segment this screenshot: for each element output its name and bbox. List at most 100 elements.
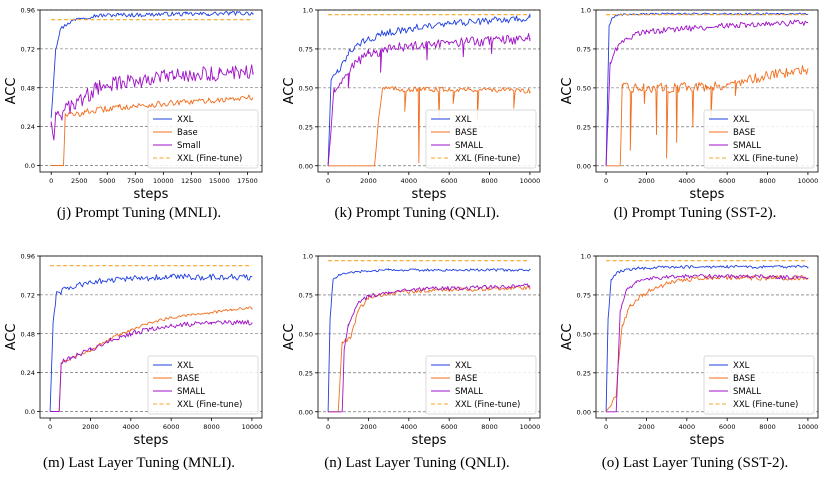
y-tick-label: 1.0 [303, 253, 313, 261]
y-tick-label: 0.50 [577, 330, 591, 338]
x-axis-label: steps [690, 187, 725, 202]
y-axis-label: ACC [4, 324, 19, 351]
x-tick-label: 6000 [441, 423, 458, 431]
legend-box [425, 355, 537, 415]
series-xxl-line [605, 264, 809, 412]
legend-label-finetune: XXL (Fine-tune) [177, 154, 242, 164]
y-axis-label: ACC [4, 78, 19, 105]
y-tick-label: 0.75 [577, 291, 591, 299]
y-tick-label: 0.00 [299, 408, 313, 416]
chart-svg-o: 0.00 0.25 0.50 0.75 1.0 0 2000 4000 6000 8000 1000… [560, 253, 819, 448]
y-tick-label: 1.0 [303, 7, 313, 15]
x-tick-label: 2000 [360, 177, 377, 185]
y-tick-label: 1.0 [581, 7, 591, 15]
x-tick-label: 0 [326, 177, 330, 185]
x-tick-label: 10000 [520, 177, 541, 185]
x-tick-label: 10000 [242, 423, 263, 431]
y-tick-label: 0.96 [21, 253, 35, 261]
y-tick-label: 0.24 [21, 123, 35, 131]
x-tick-label: 6000 [719, 423, 736, 431]
legend: XXL Base Small XXL (Fine-tune) [147, 109, 259, 169]
x-tick-label: 8000 [481, 423, 498, 431]
x-tick-label: 10000 [520, 423, 541, 431]
legend-label-finetune: XXL (Fine-tune) [733, 154, 798, 164]
legend: XXL BASE SMALL XXL (Fine-tune) [703, 109, 815, 169]
x-tick-label: 0 [49, 177, 53, 185]
plot-frame [317, 255, 541, 419]
series-xxl-line [327, 13, 531, 166]
x-tick-label: 4000 [401, 423, 418, 431]
caption-j: (j) Prompt Tuning (MNLI). [56, 205, 222, 221]
series-base-line [606, 65, 809, 167]
legend-label-finetune: XXL (Fine-tune) [455, 154, 520, 164]
series-base-line [51, 94, 254, 166]
legend-label-base: BASE [455, 374, 477, 384]
y-tick-label: 0.50 [299, 330, 313, 338]
series-small-line [327, 33, 531, 166]
x-tick-label: 10000 [798, 177, 819, 185]
legend-label-base: BASE [733, 128, 755, 138]
x-tick-label: 2000 [638, 177, 655, 185]
plot-frame [39, 255, 263, 419]
x-tick-label: 8000 [203, 423, 220, 431]
y-tick-label: 1.0 [581, 253, 591, 261]
x-tick-label: 2000 [638, 423, 655, 431]
y-axis-label: ACC [282, 324, 297, 351]
plot-frame [595, 9, 819, 173]
x-tick-label: 4000 [401, 177, 418, 185]
x-tick-label: 7500 [127, 177, 144, 185]
caption-o: (o) Last Layer Tuning (SST-2). [601, 455, 789, 471]
legend-label-finetune: XXL (Fine-tune) [455, 400, 520, 410]
series-small-line [605, 19, 809, 166]
legend-label-base: BASE [177, 374, 199, 384]
panel-o: 0.00 0.25 0.50 0.75 1.0 0 2000 4000 6000 8000 1000… [556, 246, 828, 451]
y-tick-label: 0.25 [577, 369, 591, 377]
legend-box [703, 109, 815, 169]
y-tick-label: 0.72 [21, 45, 35, 53]
y-tick-label: 0.48 [21, 84, 35, 92]
y-tick-label: 0.25 [299, 123, 313, 131]
series-base-line [50, 306, 253, 412]
series-small-line [50, 64, 254, 141]
legend-label-base: Base [177, 128, 198, 138]
x-axis-label: steps [412, 433, 447, 448]
series-xxl-line [49, 273, 253, 412]
y-tick-label: 0.00 [299, 162, 313, 170]
caption-n: (n) Last Layer Tuning (QNLI). [324, 455, 510, 471]
legend-box [147, 355, 259, 415]
x-tick-label: 4000 [679, 423, 696, 431]
y-tick-label: 0.50 [577, 84, 591, 92]
caption-m: (m) Last Layer Tuning (MNLI). [42, 455, 236, 471]
legend-label-small: SMALL [455, 141, 483, 151]
x-tick-label: 6000 [163, 423, 180, 431]
series-base-line [328, 284, 531, 413]
panel-k: 0.00 0.25 0.50 0.75 1.0 0 2000 4000 6000 8000 1000… [278, 0, 550, 205]
panel-n: 0.00 0.25 0.50 0.75 1.0 0 2000 4000 6000 8000 1000… [278, 246, 550, 451]
legend-label-xxl: XXL [733, 361, 750, 371]
y-tick-label: 0.75 [577, 45, 591, 53]
x-tick-label: 6000 [719, 177, 736, 185]
legend-label-small: Small [177, 141, 201, 151]
plot-frame [595, 255, 819, 419]
legend: XXL BASE SMALL XXL (Fine-tune) [425, 355, 537, 415]
y-axis-label: ACC [560, 324, 575, 351]
series-base-line [328, 86, 531, 167]
y-tick-label: 0.00 [577, 162, 591, 170]
legend-label-small: SMALL [733, 141, 761, 151]
legend: XXL BASE SMALL XXL (Fine-tune) [425, 109, 537, 169]
x-tick-label: 12500 [181, 177, 202, 185]
series-xxl-line [605, 12, 809, 166]
y-tick-label: 0.24 [21, 369, 35, 377]
y-tick-label: 0.72 [21, 291, 35, 299]
x-tick-label: 2000 [360, 423, 377, 431]
caption-l: (l) Prompt Tuning (SST-2). [613, 205, 777, 221]
caption-k: (k) Prompt Tuning (QNLI). [334, 205, 500, 221]
legend-box [147, 109, 259, 169]
x-tick-label: 4000 [123, 423, 140, 431]
y-tick-label: 0.25 [577, 123, 591, 131]
y-tick-label: 0.96 [21, 7, 35, 15]
legend-label-finetune: XXL (Fine-tune) [733, 400, 798, 410]
x-tick-label: 15000 [209, 177, 230, 185]
y-tick-label: 0.75 [299, 291, 313, 299]
